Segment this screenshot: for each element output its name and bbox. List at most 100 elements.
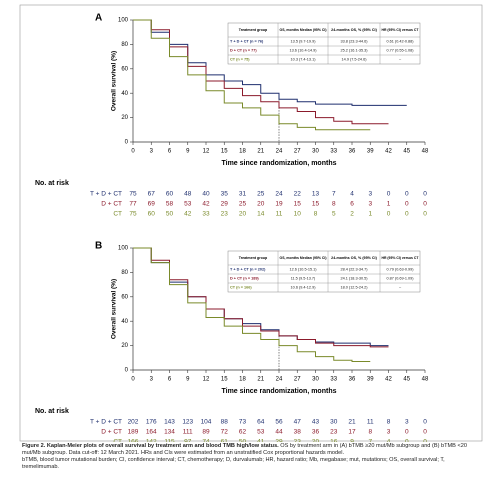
risk-count: 0 xyxy=(405,429,409,436)
y-tick-label: 20 xyxy=(121,343,128,349)
y-tick-label: 40 xyxy=(121,91,128,97)
table-header: Treatment group xyxy=(239,256,268,260)
risk-count: 0 xyxy=(405,201,409,208)
x-tick-label: 18 xyxy=(239,377,246,383)
risk-count: 0 xyxy=(423,429,427,436)
risk-count: 143 xyxy=(164,419,175,426)
risk-count: 53 xyxy=(257,429,265,436)
y-tick-label: 60 xyxy=(121,294,128,300)
x-axis-title: Time since randomization, months xyxy=(221,160,336,167)
table-header: OS, months Median (95% CI) xyxy=(280,28,328,32)
risk-count: 5 xyxy=(332,211,336,218)
x-tick-label: 48 xyxy=(422,149,429,155)
table-cell: 10.6 (9.4-12.9) xyxy=(291,286,317,290)
risk-count: 4 xyxy=(350,191,354,198)
y-axis-title: Overall survival (%) xyxy=(111,51,118,111)
risk-count: 0 xyxy=(423,211,427,218)
risk-count: 20 xyxy=(312,439,320,442)
risk-count: 40 xyxy=(202,191,210,198)
x-axis-title: Time since randomization, months xyxy=(221,388,336,395)
risk-count: 69 xyxy=(148,201,156,208)
risk-count: 42 xyxy=(202,201,210,208)
risk-count: 115 xyxy=(164,439,175,442)
y-tick-label: 100 xyxy=(118,18,129,24)
table-header: HR (95% CI) versus CT xyxy=(382,28,420,32)
table-cell: 25.2 (16.1-35.3) xyxy=(340,49,368,53)
risk-count: 14 xyxy=(257,211,265,218)
risk-title: No. at risk xyxy=(35,180,69,187)
risk-count: 97 xyxy=(184,439,192,442)
risk-count: 22 xyxy=(294,191,302,198)
table-frame xyxy=(227,250,421,293)
x-tick-label: 0 xyxy=(131,149,135,155)
risk-row-label: D + CT xyxy=(101,429,122,436)
risk-row-label: T + D + CT xyxy=(90,419,122,426)
x-tick-label: 27 xyxy=(294,377,301,383)
table-header: OS, months Median (95% CI) xyxy=(280,256,328,260)
table-header: Treatment group xyxy=(239,28,268,32)
risk-count: 0 xyxy=(405,211,409,218)
risk-count: 58 xyxy=(166,201,174,208)
risk-count: 3 xyxy=(368,201,372,208)
y-tick-label: 20 xyxy=(121,115,128,121)
risk-count: 74 xyxy=(202,439,210,442)
risk-count: 3 xyxy=(387,429,391,436)
risk-count: 60 xyxy=(148,211,156,218)
risk-count: 8 xyxy=(387,419,391,426)
y-tick-label: 0 xyxy=(125,368,129,374)
table-cell: T + D + CT (n = 76) xyxy=(230,40,264,44)
y-axis-title: Overall survival (%) xyxy=(111,279,118,339)
risk-count: 17 xyxy=(348,429,356,436)
table-cell: 28.4 (22.3-34.7) xyxy=(340,268,368,272)
x-tick-label: 3 xyxy=(150,149,154,155)
risk-count: 72 xyxy=(221,429,229,436)
table-cell: 24.1 (18.3-30.5) xyxy=(340,277,368,281)
survival-curve xyxy=(133,19,371,131)
risk-count: 44 xyxy=(275,429,283,436)
risk-count: 25 xyxy=(257,191,265,198)
risk-count: 23 xyxy=(330,429,338,436)
risk-count: 56 xyxy=(275,419,283,426)
x-tick-label: 45 xyxy=(403,377,410,383)
x-tick-label: 24 xyxy=(276,377,283,383)
risk-count: 7 xyxy=(332,191,336,198)
risk-row-label: CT xyxy=(113,211,122,218)
risk-row-label: CT xyxy=(113,439,122,442)
table-cell: CT (n = 166) xyxy=(230,286,252,290)
risk-count: 4 xyxy=(387,439,391,442)
risk-count: 202 xyxy=(128,419,139,426)
risk-count: 189 xyxy=(128,429,139,436)
x-tick-label: 48 xyxy=(422,377,429,383)
risk-count: 75 xyxy=(129,211,137,218)
x-tick-label: 6 xyxy=(168,149,172,155)
table-cell: 33.8 (23.3-44.6) xyxy=(340,40,368,44)
x-tick-label: 36 xyxy=(349,377,356,383)
table-cell: – xyxy=(399,58,402,62)
risk-count: 89 xyxy=(202,429,210,436)
risk-count: 2 xyxy=(350,211,354,218)
table-cell: 18.0 (12.5-24.2) xyxy=(340,286,368,290)
risk-count: 8 xyxy=(314,211,318,218)
x-tick-label: 12 xyxy=(203,377,210,383)
y-tick-label: 0 xyxy=(125,140,129,146)
x-tick-label: 3 xyxy=(150,377,154,383)
survival-curve xyxy=(133,247,389,348)
risk-count: 111 xyxy=(183,429,193,436)
risk-count: 30 xyxy=(330,419,338,426)
risk-count: 6 xyxy=(350,201,354,208)
risk-count: 48 xyxy=(184,191,192,198)
risk-count: 166 xyxy=(128,439,139,442)
risk-count: 42 xyxy=(184,211,192,218)
risk-count: 0 xyxy=(405,439,409,442)
table-header: 24-months OS, % (95% CI) xyxy=(331,256,377,260)
survival-curve xyxy=(133,19,389,125)
table-cell: CT (n = 75) xyxy=(230,58,250,62)
risk-count: 60 xyxy=(166,191,174,198)
x-tick-label: 6 xyxy=(168,377,172,383)
risk-count: 47 xyxy=(294,419,302,426)
table-cell: D + CT (n = 189) xyxy=(230,277,259,281)
x-tick-label: 42 xyxy=(385,377,392,383)
caption-title: Figure 2. Kaplan-Meier plots of overall … xyxy=(22,443,279,449)
table-header: HR (95% CI) versus CT xyxy=(382,256,420,260)
risk-count: 0 xyxy=(405,191,409,198)
